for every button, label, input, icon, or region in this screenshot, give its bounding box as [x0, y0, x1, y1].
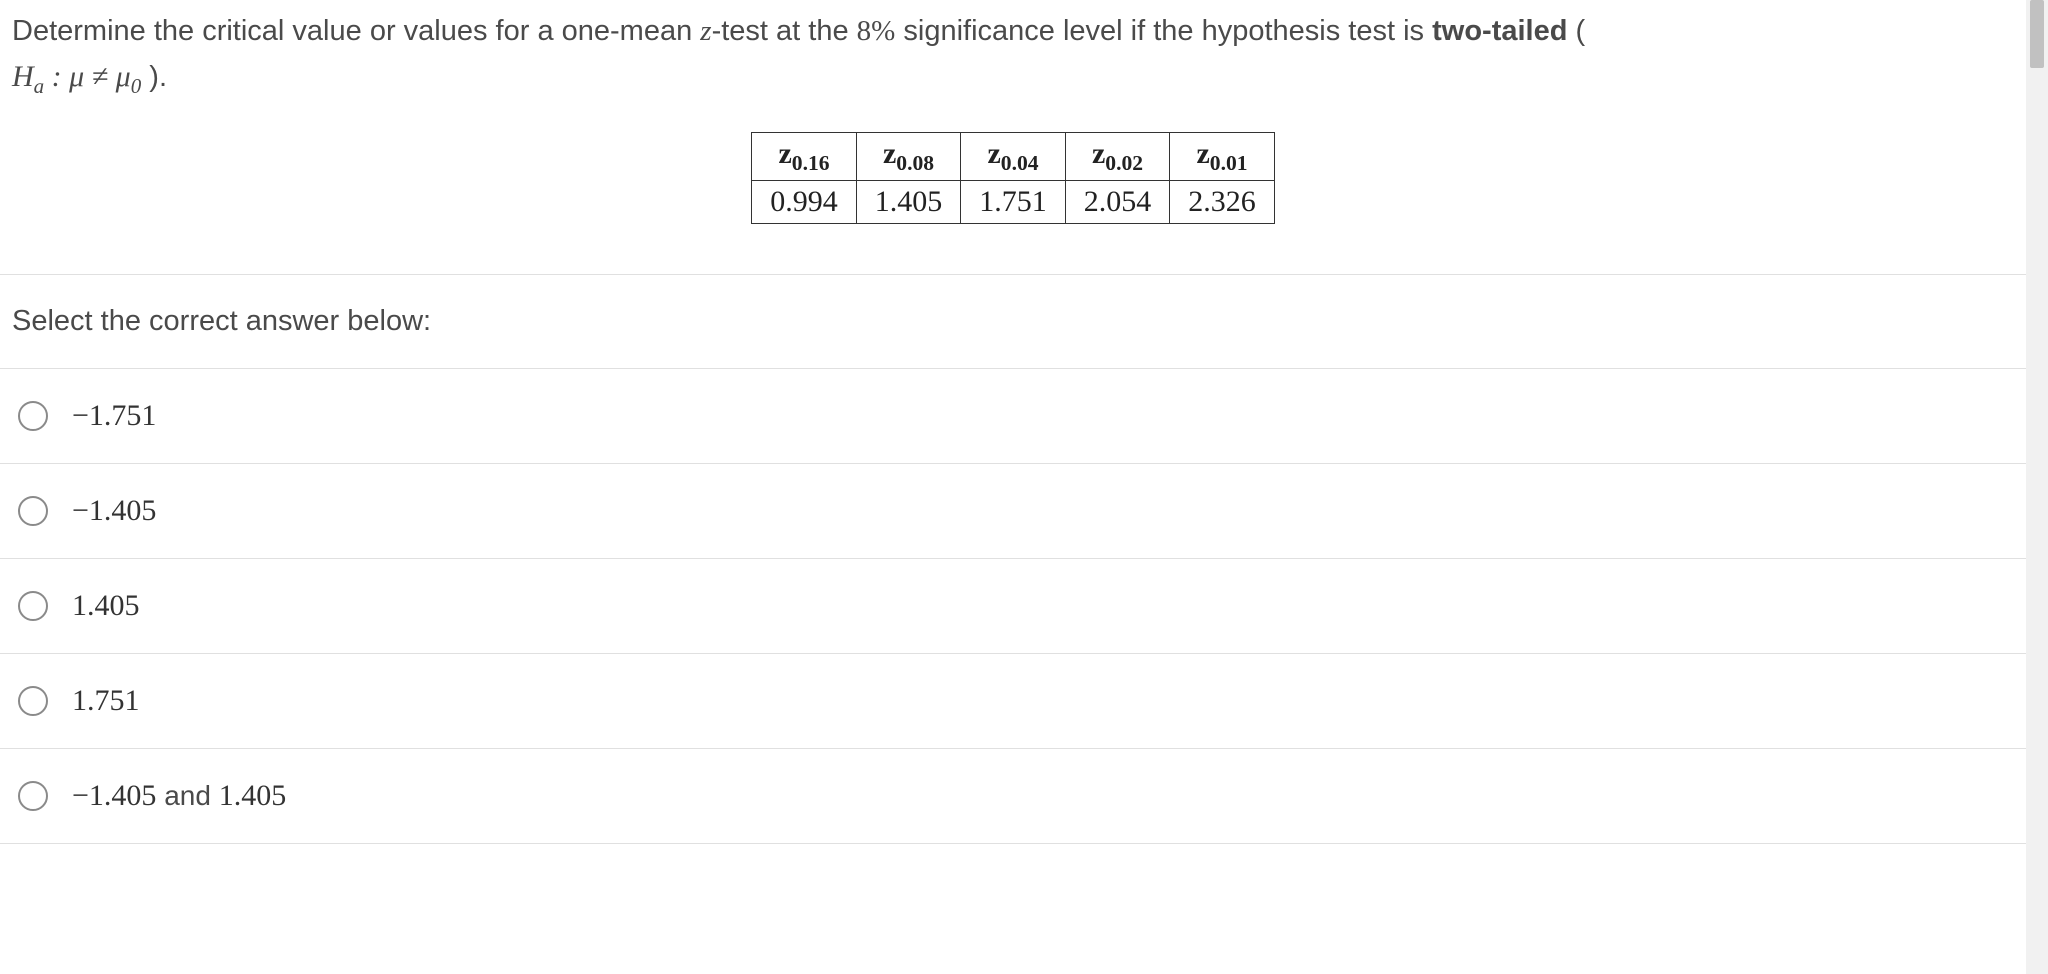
z-value-table: z0.16 z0.08 z0.04 z0.02 z0.01 0.994 1.40… [751, 132, 1275, 224]
option-label-0: −1.751 [72, 399, 156, 433]
option-2[interactable]: 1.405 [0, 559, 2026, 654]
q-mid: -test at the [712, 15, 857, 47]
z-value-3: 2.054 [1065, 181, 1170, 224]
q-bold: two-tailed [1432, 15, 1567, 47]
q-var-z: z [700, 15, 711, 47]
radio-icon[interactable] [18, 591, 48, 621]
option-0[interactable]: −1.751 [0, 369, 2026, 464]
select-prompt: Select the correct answer below: [0, 274, 2026, 369]
radio-icon[interactable] [18, 401, 48, 431]
table-header-row: z0.16 z0.08 z0.04 z0.02 z0.01 [752, 133, 1275, 181]
option-4[interactable]: −1.405 and 1.405 [0, 749, 2026, 844]
option-label-4: −1.405 and 1.405 [72, 779, 286, 813]
option-1[interactable]: −1.405 [0, 464, 2026, 559]
option-label-2: 1.405 [72, 589, 140, 623]
z-header-0: z0.16 [752, 133, 857, 181]
z-value-0: 0.994 [752, 181, 857, 224]
question-block: Determine the critical value or values f… [0, 0, 2026, 274]
radio-icon[interactable] [18, 781, 48, 811]
scrollbar-thumb[interactable] [2030, 0, 2044, 68]
radio-icon[interactable] [18, 496, 48, 526]
z-value-1: 1.405 [856, 181, 961, 224]
option-3[interactable]: 1.751 [0, 654, 2026, 749]
scrollbar-track[interactable] [2026, 0, 2048, 974]
question-text: Determine the critical value or values f… [12, 10, 2014, 102]
q-end: ( [1567, 15, 1585, 47]
q-hypothesis: Ha : μ ≠ μ0 [12, 60, 141, 93]
z-value-2: 1.751 [961, 181, 1066, 224]
q-sig: 8% [857, 15, 896, 47]
option-label-1: −1.405 [72, 494, 156, 528]
z-value-4: 2.326 [1170, 181, 1275, 224]
z-header-3: z0.02 [1065, 133, 1170, 181]
option-label-3: 1.751 [72, 684, 140, 718]
z-header-1: z0.08 [856, 133, 961, 181]
table-value-row: 0.994 1.405 1.751 2.054 2.326 [752, 181, 1275, 224]
radio-icon[interactable] [18, 686, 48, 716]
q-pre: Determine the critical value or values f… [12, 15, 700, 47]
z-header-2: z0.04 [961, 133, 1066, 181]
q-line2-end: ). [141, 61, 167, 93]
z-header-4: z0.01 [1170, 133, 1275, 181]
q-post: significance level if the hypothesis tes… [895, 15, 1432, 47]
